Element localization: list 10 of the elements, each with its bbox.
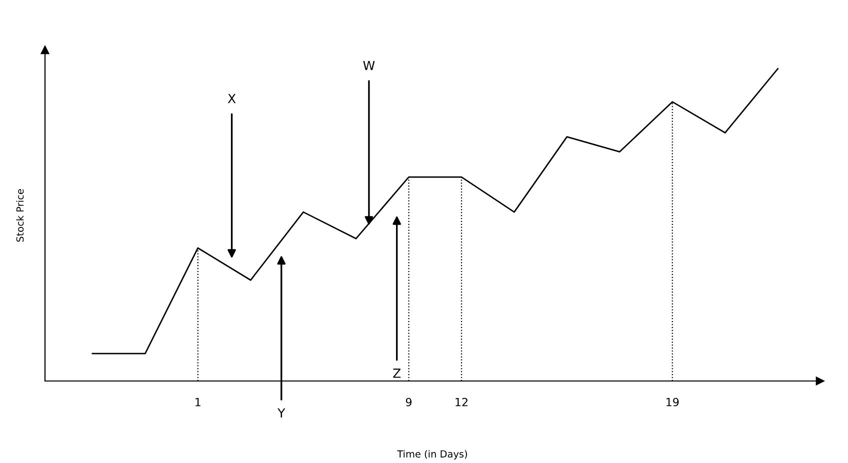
x-tick-label: 19 [666,398,679,406]
x-tick-label: 9 [406,398,412,406]
text: Y [278,408,286,418]
annotation: W [363,60,375,70]
annotation: Z [393,368,401,378]
annotation: X [228,94,236,104]
x-tick-label: 12 [456,398,468,406]
y-axis-title: Stock Price [16,189,24,242]
x-tick-label: 1 [196,398,200,406]
x-axis-title: Time (in Days) [397,450,468,460]
